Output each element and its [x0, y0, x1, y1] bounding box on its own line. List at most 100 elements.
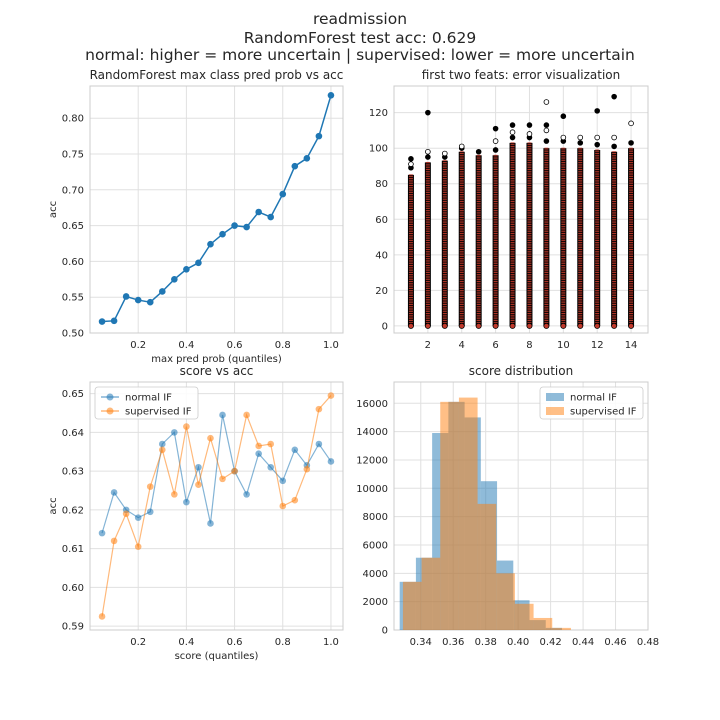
- x-tick-label: 1.0: [323, 340, 339, 351]
- y-tick-label: 0.60: [62, 583, 84, 594]
- scatter-outlier: [611, 134, 617, 141]
- y-tick-label: 0.59: [62, 622, 84, 633]
- scatter-column: [560, 113, 567, 329]
- data-point: [134, 543, 142, 550]
- scatter-outlier: [408, 156, 414, 162]
- subplot-4: 0.34 0.36 0.38 0.40 0.42 0.44 0.46 0.48 0 2000 400…: [356, 364, 659, 648]
- scatter-column: [458, 143, 465, 329]
- subplot-title: first two feats: error visualization: [422, 68, 621, 82]
- y-tick-label: 80: [375, 179, 388, 190]
- y-tick-label: 8000: [363, 512, 388, 523]
- x-tick-label: 10: [557, 340, 570, 351]
- data-point: [98, 529, 106, 537]
- scatter-outlier: [628, 140, 634, 146]
- x-tick-label: 0.46: [604, 637, 626, 648]
- scatter-column: [509, 122, 516, 329]
- scatter-outlier: [492, 125, 499, 132]
- data-point: [207, 434, 214, 442]
- data-point: [195, 259, 202, 267]
- data-point: [315, 440, 323, 448]
- series-line: [102, 95, 332, 323]
- y-tick-label: 14000: [356, 427, 388, 438]
- x-tick-label: 0.42: [539, 637, 561, 648]
- histogram-bar: [496, 573, 515, 630]
- scatter-outlier: [577, 134, 584, 141]
- data-point: [158, 288, 166, 295]
- scatter-point: [611, 322, 618, 329]
- data-point: [134, 296, 142, 304]
- data-point: [243, 411, 250, 419]
- scatter-point: [424, 322, 431, 329]
- series-line: [101, 395, 332, 617]
- scatter-outlier: [509, 129, 516, 136]
- data-point: [303, 465, 311, 473]
- data-point: [267, 440, 275, 448]
- data-point: [146, 483, 154, 490]
- scatter-column-dots: [441, 160, 448, 326]
- y-tick-label: 100: [369, 144, 388, 155]
- scatter-outlier: [526, 122, 533, 128]
- data-point: [195, 463, 202, 471]
- scatter-outlier: [492, 138, 499, 144]
- data-point: [327, 92, 335, 99]
- scatter-column: [594, 108, 601, 329]
- scatter-outlier: [425, 109, 431, 116]
- x-tick-label: 0.48: [637, 637, 659, 648]
- data-point: [291, 162, 299, 170]
- y-tick-label: 0.80: [62, 114, 84, 125]
- data-point: [219, 230, 226, 238]
- legend-frame: [539, 386, 644, 420]
- scatter-outlier: [543, 122, 550, 128]
- x-tick-label: 0.44: [572, 637, 594, 648]
- scatter-outlier: [594, 134, 600, 141]
- scatter-outlier: [526, 131, 533, 137]
- scatter-outlier: [458, 143, 465, 150]
- histogram-bar: [458, 397, 478, 630]
- y-tick-label: 0.61: [62, 544, 84, 555]
- y-tick-label: 40: [375, 250, 388, 261]
- data-point: [243, 491, 250, 498]
- scatter-column: [475, 148, 482, 329]
- legend-entry: supervised IF: [570, 407, 637, 418]
- data-point: [291, 496, 299, 504]
- scatter-outlier: [611, 143, 617, 150]
- legend-frame: [94, 386, 199, 420]
- scatter-point: [543, 322, 550, 329]
- y-tick-label: 0.65: [62, 221, 84, 232]
- figure-title-line-3: normal: higher = more uncertain | superv…: [85, 46, 635, 64]
- scatter-outlier: [594, 141, 600, 148]
- scatter-column: [492, 125, 499, 329]
- scatter-outlier: [560, 134, 567, 141]
- scatter-outlier: [425, 148, 431, 155]
- y-tick-label: 6000: [363, 540, 388, 551]
- scatter-column: [611, 93, 618, 329]
- scatter-point: [594, 322, 601, 329]
- scatter-outlier: [509, 134, 516, 141]
- subplot-2: 2 4 6 8 10 12 14 0 20 40 60 80 100 120 first two feats…: [369, 68, 649, 351]
- scatter-point: [407, 322, 414, 329]
- data-point: [183, 498, 190, 506]
- data-point: [98, 613, 106, 620]
- x-tick-label: 6: [492, 340, 498, 351]
- data-point: [327, 458, 335, 465]
- data-point: [207, 240, 214, 248]
- scatter-column: [628, 120, 635, 329]
- data-point: [243, 223, 250, 231]
- data-point: [171, 429, 178, 436]
- data-point: [315, 132, 323, 140]
- figure-title-line-2: RandomForest test acc: 0.629: [243, 29, 477, 47]
- scatter-outlier: [408, 161, 414, 167]
- scatter-column: [543, 99, 550, 329]
- y-tick-label: 0.60: [62, 257, 84, 268]
- data-point: [110, 489, 118, 496]
- data-point: [110, 537, 118, 545]
- scatter-outlier: [611, 93, 617, 100]
- x-tick-label: 1.0: [323, 637, 339, 648]
- data-point: [171, 276, 178, 283]
- subplot-title: score distribution: [469, 364, 573, 378]
- data-point: [315, 405, 323, 413]
- figure-title-line-1: readmission: [312, 10, 408, 28]
- x-tick-label: 14: [625, 340, 638, 351]
- x-tick-label: 0.4: [178, 340, 194, 351]
- scatter-column: [407, 156, 414, 329]
